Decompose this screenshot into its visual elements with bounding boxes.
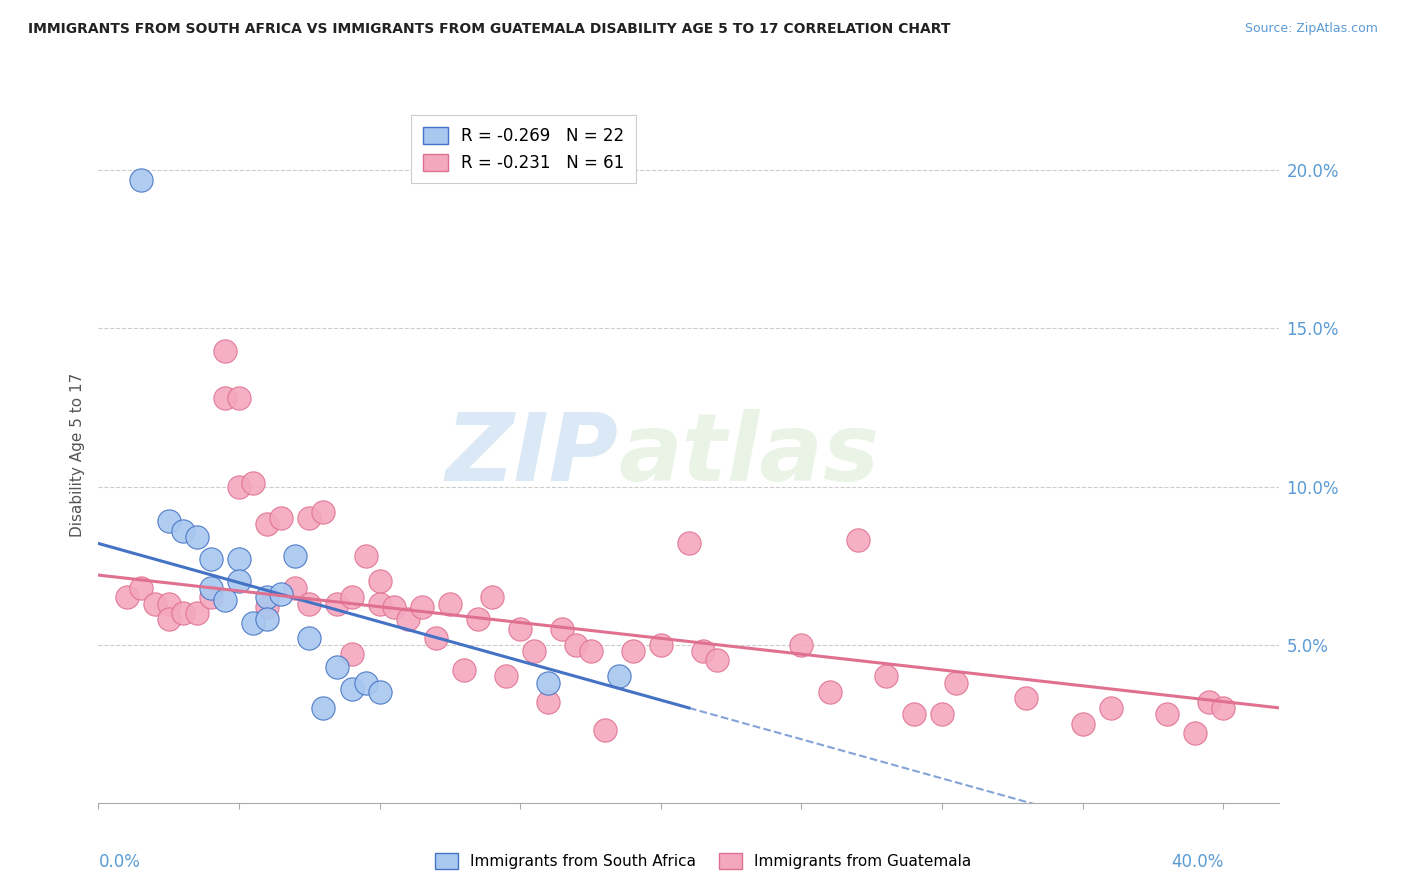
- Text: Source: ZipAtlas.com: Source: ZipAtlas.com: [1244, 22, 1378, 36]
- Point: [340, 647, 363, 661]
- Legend: R = -0.269   N = 22, R = -0.231   N = 61: R = -0.269 N = 22, R = -0.231 N = 61: [411, 115, 636, 184]
- Point: [818, 685, 841, 699]
- Point: [200, 581, 222, 595]
- Point: [312, 505, 335, 519]
- Point: [678, 536, 700, 550]
- Point: [284, 581, 307, 595]
- Point: [340, 591, 363, 605]
- Point: [1198, 695, 1220, 709]
- Point: [186, 530, 208, 544]
- Point: [931, 707, 953, 722]
- Point: [481, 591, 503, 605]
- Point: [650, 638, 672, 652]
- Point: [256, 599, 278, 614]
- Point: [228, 391, 250, 405]
- Point: [214, 343, 236, 358]
- Point: [270, 587, 292, 601]
- Point: [945, 675, 967, 690]
- Point: [1071, 716, 1094, 731]
- Point: [368, 685, 391, 699]
- Point: [607, 669, 630, 683]
- Point: [200, 591, 222, 605]
- Y-axis label: Disability Age 5 to 17: Disability Age 5 to 17: [69, 373, 84, 537]
- Point: [172, 524, 194, 538]
- Point: [368, 597, 391, 611]
- Point: [228, 574, 250, 589]
- Point: [523, 644, 546, 658]
- Text: 0.0%: 0.0%: [98, 854, 141, 871]
- Point: [593, 723, 616, 737]
- Point: [621, 644, 644, 658]
- Point: [326, 597, 349, 611]
- Point: [692, 644, 714, 658]
- Point: [579, 644, 602, 658]
- Point: [875, 669, 897, 683]
- Point: [186, 606, 208, 620]
- Point: [903, 707, 925, 722]
- Point: [1015, 691, 1038, 706]
- Point: [425, 632, 447, 646]
- Point: [298, 597, 321, 611]
- Point: [157, 612, 180, 626]
- Text: IMMIGRANTS FROM SOUTH AFRICA VS IMMIGRANTS FROM GUATEMALA DISABILITY AGE 5 TO 17: IMMIGRANTS FROM SOUTH AFRICA VS IMMIGRAN…: [28, 22, 950, 37]
- Point: [1212, 701, 1234, 715]
- Point: [143, 597, 166, 611]
- Point: [551, 622, 574, 636]
- Point: [396, 612, 419, 626]
- Point: [565, 638, 588, 652]
- Point: [326, 660, 349, 674]
- Point: [242, 476, 264, 491]
- Point: [537, 695, 560, 709]
- Point: [270, 511, 292, 525]
- Point: [1156, 707, 1178, 722]
- Point: [115, 591, 138, 605]
- Point: [467, 612, 489, 626]
- Text: ZIP: ZIP: [446, 409, 619, 501]
- Point: [706, 653, 728, 667]
- Point: [214, 391, 236, 405]
- Point: [382, 599, 405, 614]
- Point: [340, 681, 363, 696]
- Point: [214, 593, 236, 607]
- Point: [846, 533, 869, 548]
- Point: [790, 638, 813, 652]
- Point: [368, 574, 391, 589]
- Point: [172, 606, 194, 620]
- Point: [256, 612, 278, 626]
- Point: [129, 581, 152, 595]
- Point: [200, 552, 222, 566]
- Point: [439, 597, 461, 611]
- Point: [129, 173, 152, 187]
- Point: [256, 591, 278, 605]
- Point: [495, 669, 517, 683]
- Point: [537, 675, 560, 690]
- Legend: Immigrants from South Africa, Immigrants from Guatemala: Immigrants from South Africa, Immigrants…: [429, 847, 977, 875]
- Point: [157, 514, 180, 528]
- Text: 40.0%: 40.0%: [1171, 854, 1223, 871]
- Point: [453, 663, 475, 677]
- Point: [298, 632, 321, 646]
- Point: [298, 511, 321, 525]
- Point: [228, 552, 250, 566]
- Point: [354, 549, 377, 563]
- Point: [157, 597, 180, 611]
- Point: [242, 615, 264, 630]
- Point: [312, 701, 335, 715]
- Point: [509, 622, 531, 636]
- Point: [411, 599, 433, 614]
- Point: [256, 517, 278, 532]
- Point: [284, 549, 307, 563]
- Point: [228, 479, 250, 493]
- Text: atlas: atlas: [619, 409, 879, 501]
- Point: [354, 675, 377, 690]
- Point: [1184, 726, 1206, 740]
- Point: [1099, 701, 1122, 715]
